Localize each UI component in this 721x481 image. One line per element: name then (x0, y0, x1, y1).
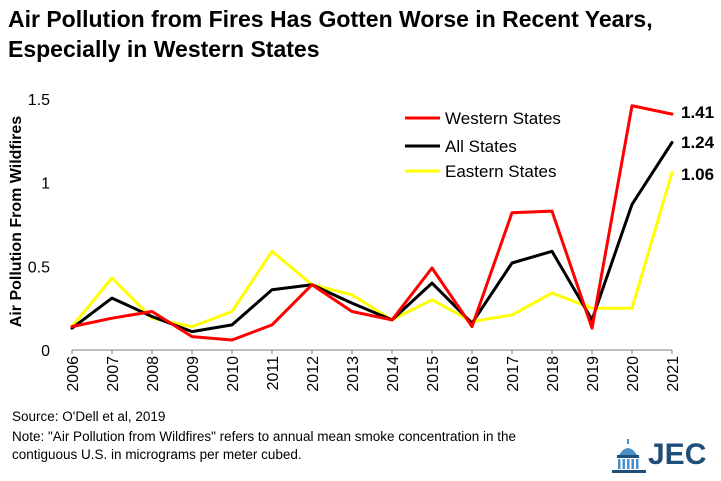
y-tick-label: 0 (41, 343, 50, 360)
x-tick-label: 2007 (105, 356, 122, 392)
legend-label: Eastern States (445, 162, 557, 181)
legend-label: All States (445, 137, 517, 156)
x-tick-label: 2014 (385, 356, 402, 392)
x-tick-label: 2008 (145, 356, 162, 392)
legend-label: Western States (445, 109, 561, 128)
chart-title-line-1: Air Pollution from Fires Has Gotten Wors… (8, 6, 653, 32)
x-tick-label: 2006 (65, 356, 82, 392)
jec-logo: JEC (608, 437, 718, 477)
series-line-western-states (70, 104, 674, 342)
source-note: Source: O'Dell et al, 2019 (12, 409, 166, 424)
x-tick-label: 2018 (545, 356, 562, 392)
end-value-label: 1.06 (681, 165, 714, 184)
x-tick-label: 2012 (305, 356, 322, 392)
chart-title-line-2: Especially in Western States (8, 36, 320, 62)
jec-logo-text: JEC (648, 438, 707, 471)
footnote-line-1: Note: "Air Pollution from Wildfires" ref… (12, 429, 517, 444)
y-tick-label: 1 (41, 176, 50, 193)
x-tick-label: 2011 (265, 356, 282, 391)
x-tick-label: 2021 (665, 356, 682, 392)
chart-title: Air Pollution from Fires Has Gotten Wors… (8, 4, 718, 64)
x-tick-label: 2017 (505, 356, 522, 392)
x-tick-label: 2020 (625, 356, 642, 392)
y-tick-label: 1.5 (28, 92, 50, 109)
end-value-label: 1.24 (681, 133, 715, 152)
footnote-line-2: contiguous U.S. in micrograms per meter … (12, 447, 302, 462)
x-tick-label: 2019 (585, 356, 602, 392)
x-tick-label: 2013 (345, 356, 362, 392)
y-axis-label: Air Pollution From Wildfires (8, 116, 25, 328)
x-tick-label: 2009 (185, 356, 202, 392)
x-tick-label: 2016 (465, 356, 482, 392)
x-tick-label: 2015 (425, 356, 442, 392)
capitol-dome-icon (612, 439, 646, 473)
x-tick-label: 2010 (225, 356, 242, 392)
y-tick-label: 0.5 (28, 259, 50, 276)
end-value-label: 1.41 (681, 103, 714, 122)
